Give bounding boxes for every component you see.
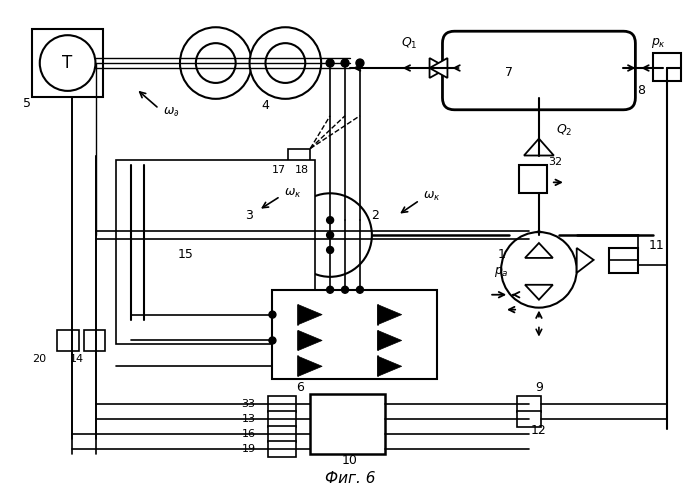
Text: Фиг. 6: Фиг. 6 [325, 471, 375, 486]
Polygon shape [525, 285, 553, 300]
Bar [116, 161, 315, 345]
Text: 14: 14 [69, 355, 83, 364]
Bar [57, 329, 78, 352]
Text: 1: 1 [497, 248, 505, 261]
Text: 12: 12 [531, 424, 547, 437]
Bar [201, 250, 215, 264]
Text: 4: 4 [262, 99, 270, 112]
Bar [201, 208, 215, 222]
Text: 2: 2 [371, 209, 379, 221]
Text: 9: 9 [535, 381, 543, 394]
Polygon shape [525, 243, 553, 258]
Polygon shape [577, 248, 594, 273]
Circle shape [356, 286, 363, 293]
Bar [517, 396, 541, 412]
Circle shape [535, 231, 543, 239]
Text: 18: 18 [295, 165, 309, 175]
Bar [269, 396, 296, 412]
Text: $\omega_{\partial}$: $\omega_{\partial}$ [162, 106, 179, 119]
Text: 15: 15 [178, 248, 194, 261]
Text: $p_a$: $p_a$ [494, 265, 508, 279]
Bar [519, 165, 547, 193]
Text: 11: 11 [648, 239, 664, 251]
Text: $Q_1$: $Q_1$ [401, 36, 418, 51]
Circle shape [342, 286, 349, 293]
Polygon shape [378, 356, 402, 376]
FancyBboxPatch shape [442, 31, 636, 110]
Text: 33: 33 [241, 399, 255, 409]
Polygon shape [298, 356, 322, 376]
Polygon shape [524, 138, 554, 156]
Text: T: T [62, 54, 73, 72]
Circle shape [250, 27, 321, 99]
Bar [269, 426, 296, 442]
Bar [269, 411, 296, 427]
Polygon shape [430, 58, 447, 78]
Circle shape [326, 59, 334, 67]
Bar [83, 329, 106, 352]
Circle shape [501, 232, 577, 308]
Text: 20: 20 [32, 355, 46, 364]
Text: $Q_2$: $Q_2$ [556, 123, 572, 138]
Text: 5: 5 [23, 97, 31, 110]
Bar [608, 248, 638, 273]
Circle shape [269, 311, 276, 318]
Circle shape [327, 217, 334, 223]
Text: 32: 32 [548, 158, 562, 167]
Text: 19: 19 [241, 444, 255, 454]
Circle shape [269, 337, 276, 344]
Text: 13: 13 [241, 414, 255, 424]
Circle shape [341, 59, 349, 67]
Circle shape [327, 232, 334, 239]
Text: 17: 17 [272, 165, 286, 175]
Text: $\omega_{\kappa}$: $\omega_{\kappa}$ [284, 187, 301, 200]
Bar [517, 411, 541, 427]
Text: 8: 8 [637, 84, 645, 97]
Text: 7: 7 [505, 66, 513, 80]
Circle shape [180, 27, 251, 99]
Circle shape [265, 43, 305, 83]
Text: 3: 3 [244, 209, 253, 221]
Polygon shape [298, 330, 322, 351]
Text: 6: 6 [296, 381, 304, 394]
Bar [310, 394, 385, 454]
Ellipse shape [180, 185, 251, 285]
Polygon shape [298, 304, 322, 325]
Text: 16: 16 [241, 429, 255, 439]
Polygon shape [378, 330, 402, 351]
Polygon shape [430, 58, 447, 78]
Polygon shape [378, 304, 402, 325]
Text: $p_{\kappa}$: $p_{\kappa}$ [651, 36, 666, 50]
Bar [269, 441, 296, 457]
Circle shape [356, 59, 364, 67]
Circle shape [327, 286, 334, 293]
Circle shape [196, 43, 236, 83]
Circle shape [327, 246, 334, 253]
Text: 10: 10 [342, 454, 358, 467]
Text: $\omega_{\kappa}$: $\omega_{\kappa}$ [423, 190, 440, 203]
Bar [653, 53, 681, 81]
Bar [32, 29, 104, 97]
Bar [272, 290, 437, 379]
Bar [288, 149, 310, 166]
Circle shape [40, 35, 95, 91]
Circle shape [288, 193, 372, 277]
